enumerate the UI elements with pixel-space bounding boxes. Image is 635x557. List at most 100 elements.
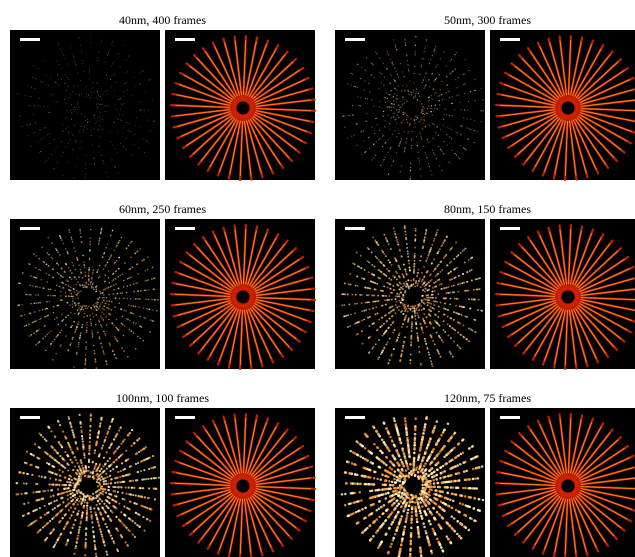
localization [37,141,38,142]
localization [125,83,126,84]
localization [394,87,395,88]
localization [425,233,427,235]
localization [375,289,377,291]
localization [106,476,108,478]
localization [38,329,40,331]
localization [417,338,419,340]
localization [383,234,385,236]
localization [425,84,426,85]
localization [452,486,455,489]
localization [83,265,85,267]
localization [344,282,346,284]
localization [409,125,410,126]
localization [423,526,426,529]
localization [89,98,90,99]
localization [65,317,67,319]
localization [77,512,79,514]
localization [146,308,148,310]
localization [423,302,425,304]
localization [390,147,391,148]
localization [425,73,426,74]
localization [447,316,449,318]
localization [86,505,88,507]
localization [101,155,102,156]
localization [363,310,365,312]
localization [439,248,441,250]
localization [109,518,111,520]
localization [91,521,93,523]
localization [108,308,110,310]
localization [100,324,102,326]
localization [405,504,408,507]
localization [405,113,406,114]
localization [418,346,420,348]
localization [445,254,447,256]
localization [97,58,98,59]
localization [407,122,408,123]
localization [50,495,52,497]
localization [401,515,404,518]
localization [447,537,450,540]
localization [65,118,66,119]
scale-bar [500,227,520,230]
localization [100,117,101,118]
localization [132,480,134,482]
localization [433,304,435,306]
localization [20,283,22,285]
localization [102,539,104,541]
localization [387,152,388,153]
localization [404,231,406,233]
localization [98,524,100,526]
localization [123,439,125,441]
localization [437,350,439,352]
localization [403,342,405,344]
localization [355,123,356,124]
localization [67,77,68,78]
localization [80,470,82,472]
localization [60,291,62,293]
localization [75,283,77,285]
localization [50,78,51,79]
localization [142,110,143,111]
localization [467,487,470,490]
localization [108,294,110,296]
localization [470,329,472,331]
localization [415,51,416,52]
panel: 80nm, 150 frames [335,202,635,369]
localization [53,306,55,308]
localization [424,322,426,324]
localization [129,432,131,434]
localization [137,471,139,473]
localization [29,285,31,287]
localization [108,428,110,430]
localization [68,295,70,297]
localization [359,294,361,296]
localization [403,508,406,511]
localization [388,527,391,530]
localization [416,91,417,92]
localization [48,483,50,485]
localization [412,307,414,309]
localization [433,517,436,520]
localization [420,363,422,365]
localization [470,119,471,120]
localization [418,92,419,93]
localization [441,339,443,341]
localization [409,543,412,546]
scale-bar [345,38,365,41]
localization [88,280,90,282]
localization [153,488,155,490]
localization [378,259,380,261]
localization [105,361,107,363]
localization [387,114,388,115]
localization [68,267,70,269]
localization [435,66,436,67]
localization [34,303,36,305]
localization [57,305,59,307]
localization [80,332,82,334]
localization [431,262,433,264]
localization [464,93,465,94]
localization [83,507,85,509]
localization [101,447,103,449]
localization [398,305,400,307]
